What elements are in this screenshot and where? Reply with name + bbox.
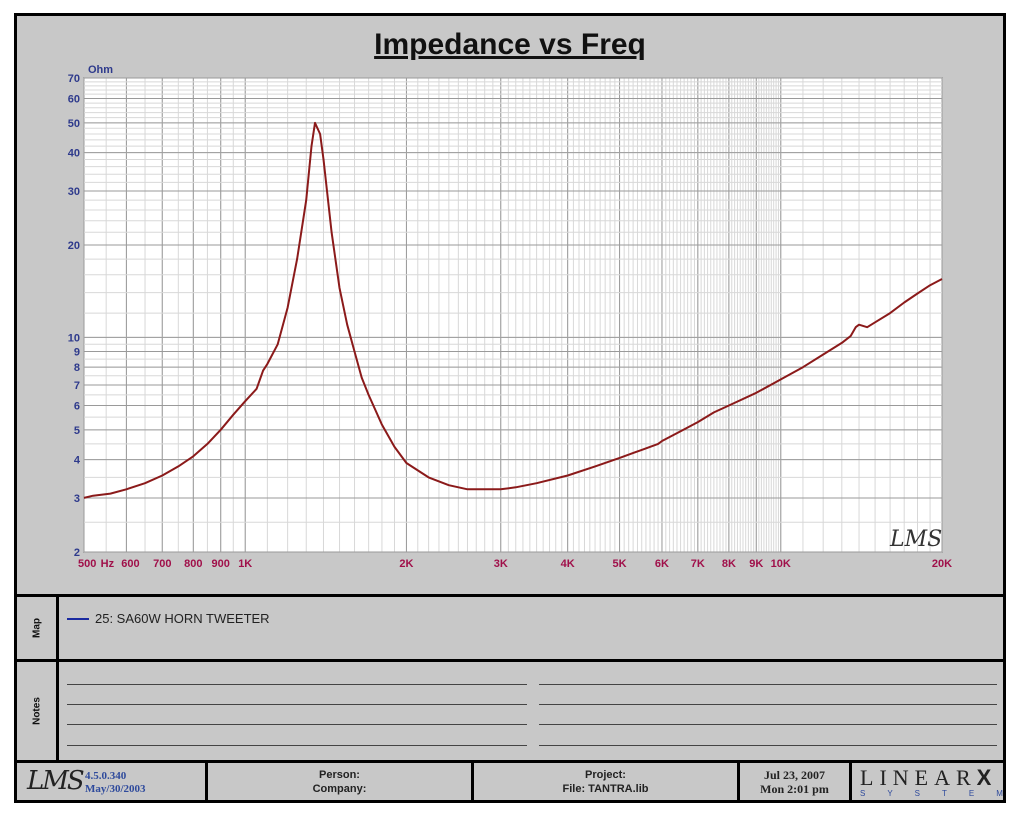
footer-bar: LMS 4.5.0.340 May/30/2003 Person: Compan… <box>17 763 1024 800</box>
map-side-label: Map <box>17 597 59 659</box>
x-tick-label: 7K <box>691 558 705 570</box>
linearx-main: LINEAR <box>860 765 977 790</box>
y-tick-label: 7 <box>74 380 80 392</box>
note-line[interactable] <box>539 724 997 725</box>
note-line[interactable] <box>67 724 527 725</box>
x-tick-label: 6K <box>655 558 669 570</box>
company-label: Company: <box>312 783 367 795</box>
x-axis-ticks: 500 600 700 800 900 1K 2K 3K 4K 5K 6K 7K 8K 9K 10K 20K <box>78 558 952 570</box>
y-tick-label: 60 <box>68 94 80 106</box>
x-tick-label: 3K <box>494 558 508 570</box>
y-axis-ticks: 2 3 4 5 6 7 8 9 10 20 30 40 50 60 70 <box>68 73 81 559</box>
date-text: Jul 23, 2007 <box>763 768 825 782</box>
y-tick-label: 2 <box>74 547 80 559</box>
x-tick-label: 20K <box>932 558 952 570</box>
x-tick-label: 700 <box>153 558 171 570</box>
y-tick-label: 5 <box>74 425 80 437</box>
grid-lines <box>83 77 943 553</box>
person-label: Person: <box>319 769 360 781</box>
notes-label: Notes <box>31 697 42 725</box>
y-tick-label: 10 <box>68 332 80 344</box>
footer-logo-cell: LMS 4.5.0.340 May/30/2003 <box>17 763 208 800</box>
y-tick-label: 30 <box>68 186 80 198</box>
x-axis-label: Hz <box>101 558 115 570</box>
y-tick-label: 70 <box>68 73 80 85</box>
version-date: May/30/2003 <box>85 783 146 795</box>
footer-project-cell: Project: File: TANTRA.lib <box>474 763 740 800</box>
lms-watermark: LMS <box>889 527 942 552</box>
footer-brand-cell: LINEARX SYSTEMS <box>852 763 1024 800</box>
linearx-x: X <box>976 765 992 790</box>
footer-date-cell: Jul 23, 2007 Mon 2:01 pm <box>740 763 852 800</box>
y-tick-label: 9 <box>74 346 80 358</box>
legend-swatch <box>67 617 89 620</box>
x-tick-label: 9K <box>749 558 763 570</box>
y-tick-label: 4 <box>74 455 81 467</box>
y-tick-label: 8 <box>74 362 80 374</box>
x-tick-label: 1K <box>238 558 252 570</box>
y-tick-label: 6 <box>74 401 80 413</box>
linearx-logo: LINEARX <box>860 765 991 791</box>
y-tick-label: 40 <box>68 148 80 160</box>
x-tick-label: 600 <box>121 558 139 570</box>
chart-panel: Impedance vs Freq 2 3 4 5 6 7 8 9 10 20 30 40 50 60 70… <box>17 16 1003 597</box>
x-tick-label: 5K <box>613 558 627 570</box>
x-tick-label: 900 <box>212 558 230 570</box>
linearx-systems: SYSTEMS <box>860 789 1024 798</box>
chart-title: Impedance vs Freq <box>374 28 646 61</box>
y-tick-label: 50 <box>68 118 80 130</box>
x-tick-label: 10K <box>771 558 791 570</box>
series-layer <box>83 121 943 499</box>
time-text: Mon 2:01 pm <box>760 782 829 796</box>
note-line[interactable] <box>67 745 527 746</box>
note-line[interactable] <box>539 704 997 705</box>
version-number: 4.5.0.340 <box>85 770 127 782</box>
map-label: Map <box>31 618 42 638</box>
y-axis-label: Ohm <box>88 64 113 76</box>
notes-panel: Notes <box>17 662 1003 763</box>
plot-area <box>83 77 943 553</box>
x-tick-label: 8K <box>722 558 736 570</box>
version-info: 4.5.0.340 May/30/2003 <box>85 770 146 796</box>
note-line[interactable] <box>539 745 997 746</box>
x-tick-label: 2K <box>399 558 413 570</box>
note-line[interactable] <box>67 704 527 705</box>
impedance-curve <box>83 121 943 499</box>
lms-logo: LMS <box>27 766 85 796</box>
x-tick-label: 800 <box>184 558 202 570</box>
project-label: Project: <box>585 769 626 781</box>
legend-entry: 25: SA60W HORN TWEETER <box>67 611 270 626</box>
footer-person-cell: Person: Company: <box>208 763 474 800</box>
impedance-chart: 2 3 4 5 6 7 8 9 10 20 30 40 50 60 70 500 600 700 800 900 1K… <box>68 64 952 570</box>
x-tick-label: 500 <box>78 558 96 570</box>
legend-text: 25: SA60W HORN TWEETER <box>95 611 270 626</box>
note-line[interactable] <box>539 684 997 685</box>
file-label: File: TANTRA.lib <box>562 783 649 795</box>
note-line[interactable] <box>67 684 527 685</box>
x-tick-label: 4K <box>561 558 575 570</box>
report-frame: Impedance vs Freq 2 3 4 5 6 7 8 9 10 20 30 40 50 60 70… <box>14 13 1024 803</box>
map-panel: Map 25: SA60W HORN TWEETER <box>17 597 1003 662</box>
notes-side-label: Notes <box>17 662 59 760</box>
y-tick-label: 20 <box>68 240 80 252</box>
y-tick-label: 3 <box>74 493 80 505</box>
